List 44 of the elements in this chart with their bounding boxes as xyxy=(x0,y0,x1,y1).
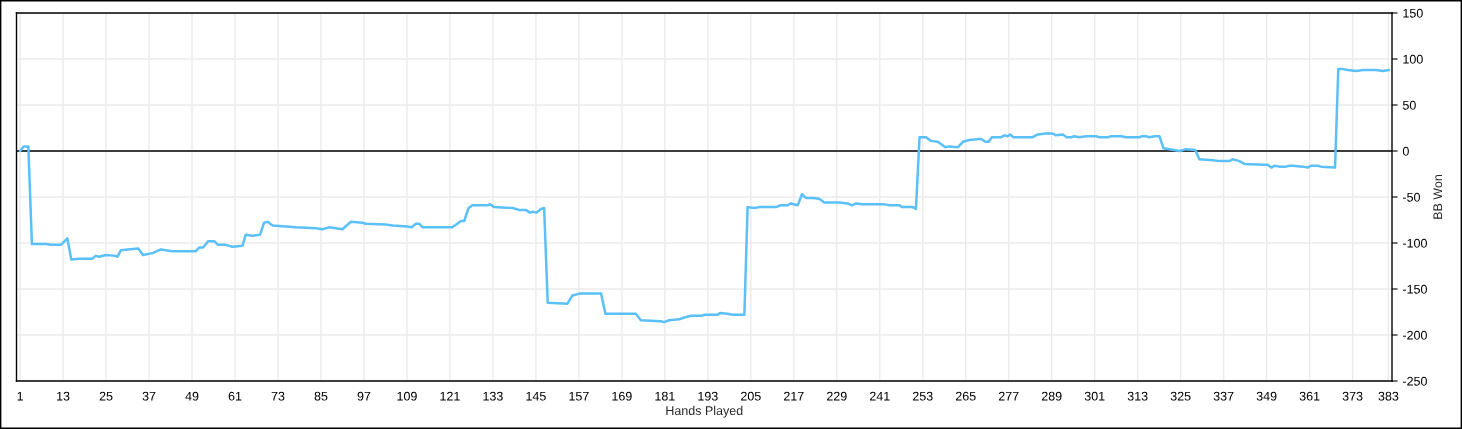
x-tick-label: 241 xyxy=(869,391,890,401)
x-tick-label: 13 xyxy=(57,391,70,401)
x-tick-label: 157 xyxy=(569,391,589,401)
x-tick-label: 181 xyxy=(655,391,675,401)
x-tick-label: 349 xyxy=(1256,391,1277,401)
y-tick-label: 100 xyxy=(1403,54,1423,64)
x-tick-label: 133 xyxy=(483,391,503,401)
x-tick-label: 229 xyxy=(826,391,847,401)
y-tick-label: 150 xyxy=(1403,8,1423,18)
x-tick-label: 25 xyxy=(99,391,113,401)
x-tick-label: 289 xyxy=(1041,391,1062,401)
x-tick-label: 73 xyxy=(271,391,285,401)
x-tick-label: 193 xyxy=(698,391,718,401)
x-tick-label: 1 xyxy=(17,391,23,401)
x-tick-label: 277 xyxy=(998,391,1019,401)
x-tick-label: 313 xyxy=(1127,391,1148,401)
x-tick-label: 109 xyxy=(397,391,417,401)
y-tick-label: -100 xyxy=(1402,238,1427,248)
x-tick-label: 337 xyxy=(1213,391,1234,401)
x-tick-label: 373 xyxy=(1342,391,1363,401)
x-tick-label: 265 xyxy=(955,391,976,401)
x-tick-label: 325 xyxy=(1170,391,1191,401)
x-tick-label: 301 xyxy=(1084,391,1105,401)
x-tick-label: 217 xyxy=(784,391,804,401)
y-tick-label: -200 xyxy=(1402,330,1427,340)
y-tick-label: -150 xyxy=(1402,284,1427,294)
x-tick-label: 169 xyxy=(612,391,632,401)
x-tick-label: 361 xyxy=(1299,391,1320,401)
x-tick-label: 253 xyxy=(912,391,933,401)
x-tick-label: 121 xyxy=(440,391,460,401)
y-tick-label: -250 xyxy=(1402,376,1427,386)
x-tick-label: 97 xyxy=(357,391,371,401)
x-tick-label: 61 xyxy=(228,391,242,401)
x-tick-label: 383 xyxy=(1378,391,1399,401)
y-tick-label: 0 xyxy=(1402,146,1409,156)
x-tick-label: 145 xyxy=(526,391,546,401)
x-tick-label: 85 xyxy=(314,391,328,401)
y-tick-label: 50 xyxy=(1402,100,1416,110)
y-tick-label: -50 xyxy=(1402,192,1420,202)
x-axis-title: Hands Played xyxy=(666,405,743,418)
y-axis-title: BB Won xyxy=(1433,175,1443,219)
x-tick-label: 205 xyxy=(741,391,761,401)
x-tick-label: 49 xyxy=(185,391,199,401)
x-tick-label: 37 xyxy=(142,391,156,401)
